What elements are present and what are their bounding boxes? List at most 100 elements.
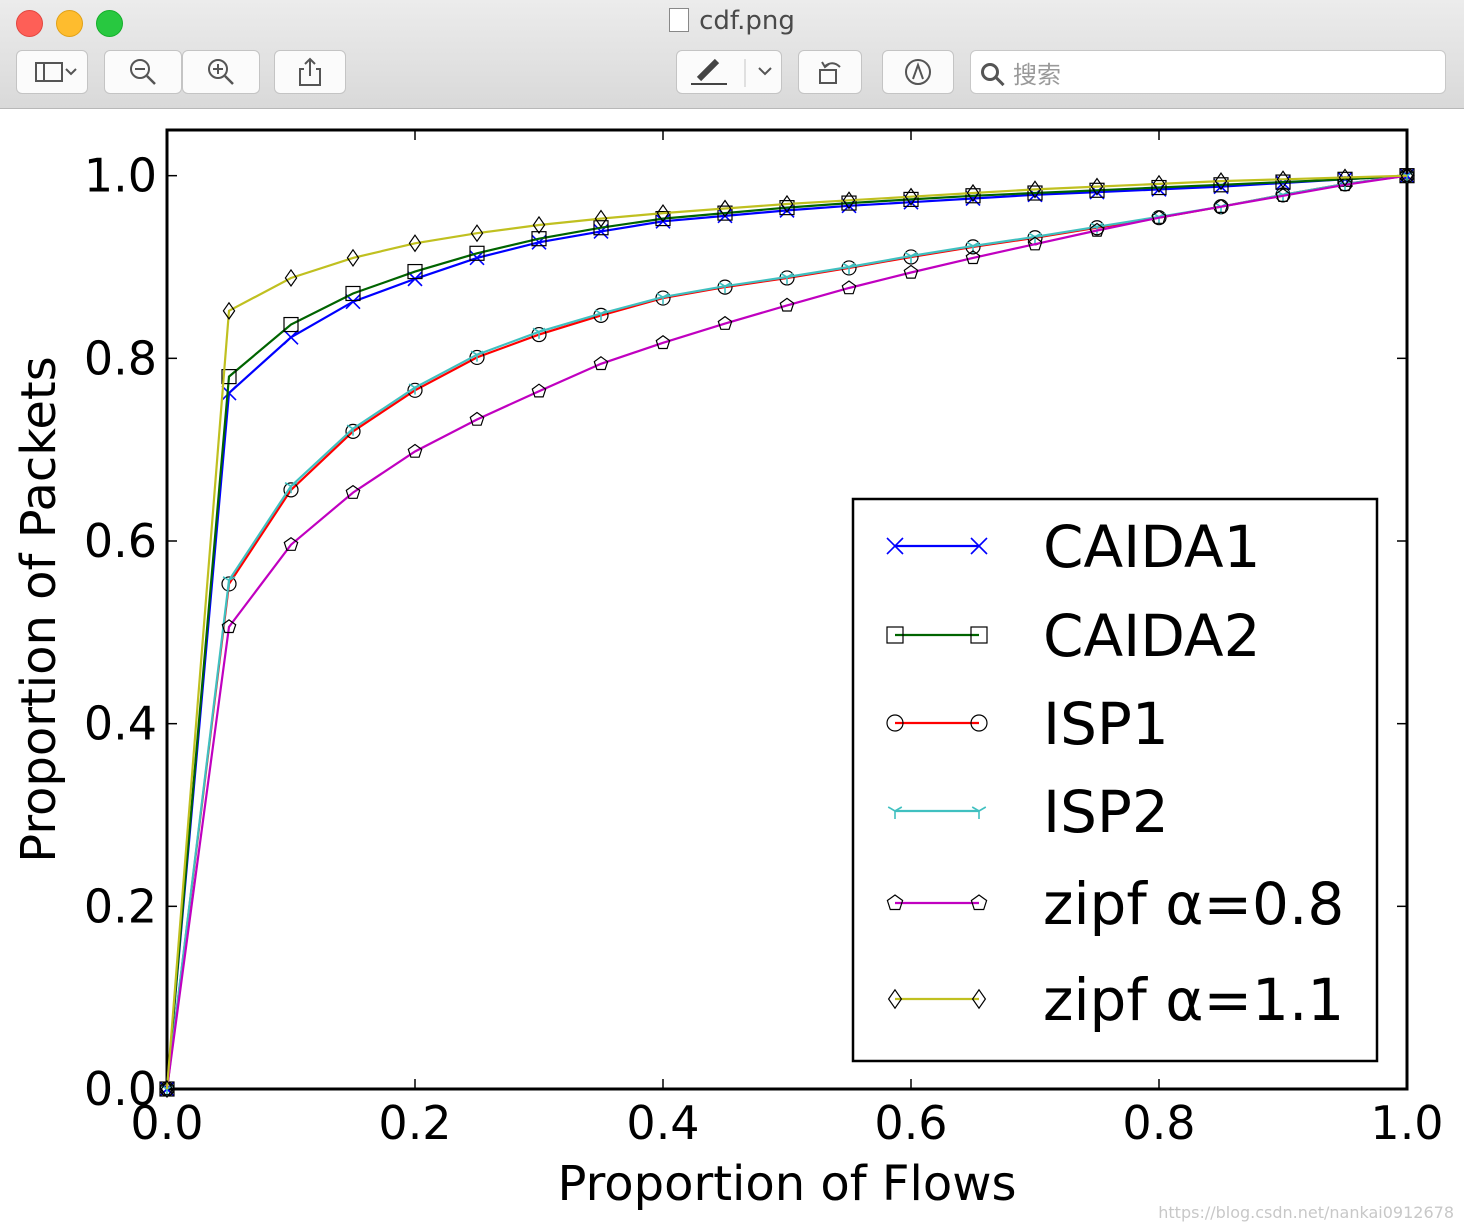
data-point [1213, 177, 1229, 193]
sidebar-toggle-button[interactable] [16, 50, 88, 94]
x-tick-label: 1.0 [1370, 1096, 1443, 1150]
zoom-in-button[interactable] [182, 50, 260, 94]
y-tick-label: 0.0 [84, 1062, 157, 1116]
data-point [718, 199, 732, 218]
data-point [656, 204, 670, 223]
data-point [966, 183, 980, 203]
data-point [407, 263, 423, 280]
search-placeholder: 搜索 [1013, 60, 1061, 89]
data-point [965, 188, 981, 204]
data-point [407, 382, 423, 398]
data-point [284, 482, 298, 494]
data-point [1400, 166, 1414, 185]
series-markers [159, 167, 1415, 1096]
data-point [407, 443, 423, 458]
legend-entry: zipf α=0.8 [886, 870, 1344, 938]
markup-button[interactable] [676, 50, 782, 94]
legend-marker [886, 714, 904, 732]
close-button[interactable] [16, 10, 43, 37]
x-axis-label: Proportion of Flows [557, 1156, 1016, 1212]
data-point [904, 187, 918, 206]
legend-marker [886, 626, 904, 644]
y-tick-label: 0.6 [84, 514, 157, 568]
zoom-out-button[interactable] [104, 50, 182, 94]
series-line [165, 174, 1408, 1090]
data-point [469, 411, 485, 426]
data-point [593, 356, 609, 371]
legend-marker [971, 988, 987, 1010]
x-tick-label: 0.2 [378, 1096, 451, 1150]
data-point [1214, 172, 1228, 191]
data-point [345, 285, 361, 302]
data-point [594, 309, 608, 321]
data-point [1337, 177, 1353, 192]
x-tick-label: 0.0 [130, 1096, 203, 1150]
legend-label: CAIDA1 [1043, 513, 1261, 581]
window-title-text: cdf.png [699, 6, 795, 36]
legend-marker [970, 894, 988, 911]
data-point [903, 264, 919, 279]
zoom-button[interactable] [96, 10, 123, 37]
share-button[interactable] [274, 50, 346, 94]
data-point [345, 484, 361, 499]
data-point [1276, 170, 1290, 189]
data-point [717, 315, 733, 330]
data-point [966, 241, 980, 253]
legend-marker [887, 988, 903, 1010]
legend-marker [970, 537, 988, 555]
sidebar-icon [35, 62, 77, 82]
zoom-out-icon [130, 59, 156, 85]
data-point [718, 281, 732, 294]
annotate-icon [905, 59, 931, 85]
legend-label: zipf α=1.1 [1043, 966, 1344, 1034]
data-point [532, 327, 546, 339]
data-point [1399, 167, 1415, 182]
data-point [780, 194, 794, 214]
minimize-button[interactable] [56, 10, 83, 37]
data-point [594, 209, 608, 228]
rotate-button[interactable] [798, 50, 862, 94]
annotate-button[interactable] [882, 50, 954, 94]
series-markers [160, 166, 1414, 1099]
watermark: https://blog.csdn.net/nankai0912678 [1158, 1203, 1454, 1222]
data-point [1089, 222, 1105, 237]
legend-label: CAIDA2 [1043, 602, 1261, 670]
data-point [841, 280, 857, 295]
data-point [408, 383, 422, 395]
data-point [470, 350, 484, 362]
data-point [222, 301, 236, 320]
data-point [1027, 236, 1043, 251]
x-tick-label: 0.6 [874, 1096, 947, 1150]
data-point [1090, 177, 1104, 196]
data-point [779, 297, 795, 312]
search-input[interactable]: 搜索 [970, 50, 1446, 94]
y-tick-label: 0.8 [84, 331, 157, 385]
data-point [903, 191, 919, 208]
document-icon [669, 8, 690, 32]
share-icon [299, 57, 321, 86]
data-point [531, 231, 547, 247]
data-point [469, 245, 485, 261]
legend-marker [887, 806, 903, 819]
series-line [165, 174, 1408, 1090]
data-point [904, 251, 918, 264]
data-point [346, 248, 360, 267]
data-point [532, 215, 546, 235]
y-tick-label: 0.2 [84, 879, 157, 933]
data-point [842, 262, 856, 274]
legend-entry: ISP1 [886, 690, 1169, 758]
legend-marker [970, 626, 988, 644]
search-icon [981, 63, 999, 81]
data-point [965, 250, 981, 265]
data-point [841, 195, 857, 211]
data-point [470, 224, 484, 243]
legend-box [851, 497, 1379, 1063]
legend-entry: ISP2 [887, 778, 1169, 846]
data-point [345, 423, 361, 439]
data-point [1028, 232, 1042, 244]
data-point [222, 576, 236, 588]
cdf-chart: 0.0 0.2 0.4 0.6 0.8 1.0 0.0 0.2 0.4 0.6 0.8 1.0 Prop… [11, 128, 1444, 1212]
data-point [1275, 188, 1291, 203]
legend-marker [971, 806, 987, 819]
